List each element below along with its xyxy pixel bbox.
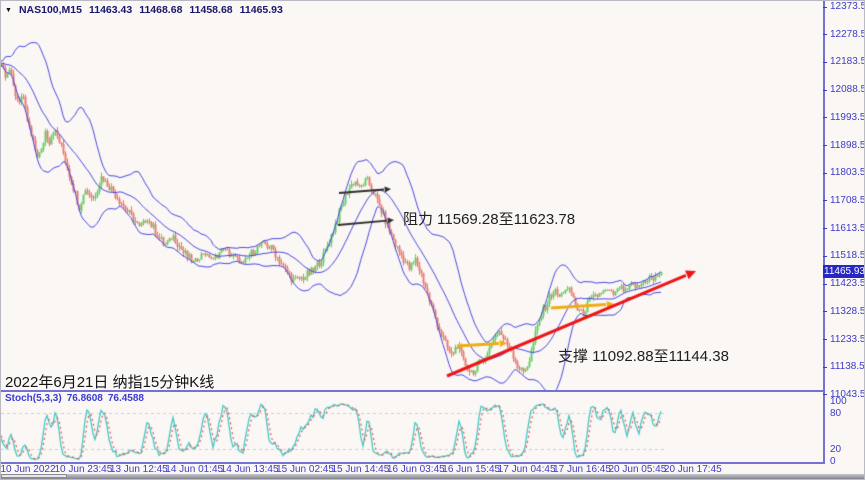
time-tick-label: 14 Jun 13:45	[220, 464, 279, 475]
price-tick-mark	[823, 34, 827, 36]
collapse-triangle-icon[interactable]: ▼	[5, 6, 12, 14]
price-tick-label: 11613.50	[830, 222, 865, 234]
price-tick-mark	[823, 6, 827, 8]
stoch-scale-label: 0	[830, 456, 836, 467]
close-value: 11465.93	[239, 4, 283, 16]
time-tick-label: 20 Jun 05:45	[608, 464, 667, 475]
chart-header: ▼ NAS100,M15 11463.43 11468.68 11458.68 …	[5, 4, 283, 16]
panel-separator-bottom	[1, 462, 825, 464]
time-tick-label: 17 Jun 16:45	[553, 464, 611, 475]
time-tick-label: 20 Jun 17:45	[663, 464, 722, 475]
time-tick-label: 10 Jun 23:45	[54, 464, 113, 475]
stochastic-canvas[interactable]	[1, 392, 823, 462]
chart-caption: 2022年6月21日 纳指15分钟K线	[5, 374, 215, 391]
time-tick-label: 17 Jun 04:45	[497, 464, 556, 475]
price-tick-mark	[823, 61, 827, 63]
price-tick-mark	[823, 311, 827, 313]
high-value: 11468.68	[139, 4, 183, 16]
right-axis[interactable]: 11465.93 12373.50 12278.50 12183.50 12088.5…	[823, 1, 865, 467]
price-tick-label: 12088.50	[830, 84, 864, 96]
price-tick-mark	[823, 200, 827, 202]
price-tick-mark	[823, 172, 827, 174]
price-chart-canvas[interactable]	[1, 1, 823, 390]
time-tick-label: 16 Jun 15:45	[442, 464, 501, 475]
price-tick-label: 11708.50	[830, 194, 865, 206]
price-tick-label: 11898.50	[830, 139, 865, 151]
price-tick-label: 11993.50	[830, 111, 865, 123]
price-tick-label: 11328.50	[830, 305, 865, 317]
time-tick-label: 13 Jun 12:45	[109, 464, 168, 475]
time-tick-label: 15 Jun 02:45	[276, 464, 334, 475]
time-tick-label: 16 Jun 03:45	[386, 464, 445, 475]
price-tick-label: 11423.50	[830, 278, 865, 290]
price-tick-label: 12373.50	[830, 1, 864, 12]
price-tick-label: 11043.50	[830, 388, 865, 400]
price-tick-mark	[823, 366, 827, 368]
price-tick-label: 11138.50	[830, 361, 865, 373]
resistance-annotation: 阻力 11569.28至11623.78	[403, 211, 576, 228]
time-tick-label: 14 Jun 01:45	[165, 464, 224, 475]
price-tick-mark	[823, 117, 827, 119]
open-value: 11463.43	[88, 4, 133, 16]
price-tick-mark	[823, 394, 827, 396]
stoch-scale-label: 80	[830, 408, 842, 419]
window-bottom-bar	[1, 474, 864, 479]
stoch-signal-value: 76.4588	[107, 393, 144, 404]
indicator-name: Stoch(5,3,3)	[5, 393, 62, 404]
price-tick-label: 11803.50	[830, 167, 865, 179]
price-tick-mark	[823, 283, 827, 285]
price-tick-mark	[823, 339, 827, 341]
price-tick-mark	[823, 255, 827, 257]
time-tick-label: 10 Jun 2022	[0, 464, 56, 475]
stoch-scale-label: 20	[830, 444, 842, 455]
low-value: 11458.68	[189, 4, 233, 16]
panel-separator-top	[1, 390, 825, 392]
price-tick-label: 11233.50	[830, 333, 865, 345]
time-tick-label: 15 Jun 14:45	[331, 464, 390, 475]
support-annotation: 支撑 11092.88至11144.38	[558, 348, 729, 365]
price-tick-label: 11518.50	[830, 250, 865, 262]
price-tick-label: 12183.50	[830, 56, 864, 68]
price-tick-mark	[823, 145, 827, 147]
stochastic-label: Stoch(5,3,3) 76.8608 76.4588	[5, 393, 144, 404]
price-tick-label: 12278.50	[830, 28, 864, 40]
price-tick-mark	[823, 228, 827, 230]
current-price-badge: 11465.93	[823, 265, 865, 279]
bottom-left-tab	[1, 474, 67, 478]
axis-separator	[823, 1, 825, 464]
symbol-timeframe-label: NAS100,M15	[18, 4, 82, 16]
time-axis[interactable]: 10 Jun 2022 10 Jun 23:45 13 Jun 12:45 14 Ju…	[0, 464, 823, 475]
stoch-scale-label: 100	[830, 396, 847, 407]
stoch-main-value: 76.8608	[66, 393, 103, 404]
price-tick-mark	[823, 89, 827, 91]
